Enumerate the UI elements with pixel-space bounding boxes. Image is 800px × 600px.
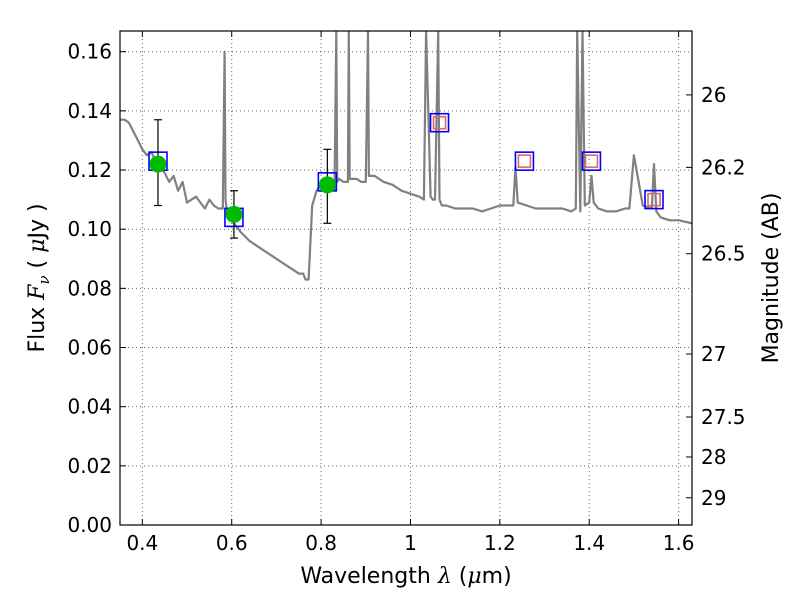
x-axis-label: Wavelength λ (μm) (300, 564, 511, 589)
x-tick-label: 0.8 (305, 531, 337, 555)
x-tick-label: 0.4 (126, 531, 158, 555)
observed-photometry-point (149, 155, 167, 173)
model-inner-square (432, 115, 447, 130)
series-layer (120, 31, 692, 281)
model-photometry-box (581, 151, 602, 171)
model-photometry-box (644, 189, 664, 210)
x-tick-label: 1.4 (573, 531, 605, 555)
y2-tick-label: 27.5 (701, 405, 746, 429)
observed-photometry-point (225, 205, 243, 223)
y-tick-label: 0.04 (67, 395, 112, 419)
x-tick-label: 1 (404, 531, 417, 555)
x-tick-label: 0.6 (216, 531, 248, 555)
y-tick-label: 0.06 (67, 336, 112, 360)
plot-frame (119, 30, 693, 526)
y2-tick-label: 28 (701, 445, 726, 469)
y2-axis-label: Magnitude (AB) (759, 193, 784, 364)
y2-tick-label: 29 (701, 486, 726, 510)
y2-tick-label: 26.5 (701, 242, 746, 266)
model-inner-square (517, 154, 532, 168)
x-tick-label: 1.2 (484, 531, 516, 555)
y-tick-label: 0.14 (67, 99, 112, 123)
y2-tick-label: 26 (701, 83, 726, 107)
observed-photometry-point (318, 176, 336, 194)
y-tick-label: 0.02 (67, 454, 112, 478)
y-tick-label: 0.08 (67, 276, 112, 300)
model-inner-square (647, 192, 661, 207)
y2-tick-label: 26.2 (701, 155, 746, 179)
y-tick-label: 0.16 (67, 40, 112, 64)
model-inner-square (584, 154, 599, 168)
ticks: 0.4 0.6 0.8 1 1.2 1.4 1.6 0.00 0.02 0.04 0.06 0.08 0… (67, 31, 746, 555)
model-photometry-box (429, 112, 450, 133)
model-photometry-box (514, 151, 535, 171)
template-spectrum-line (120, 31, 692, 281)
y-tick-label: 0.00 (67, 513, 112, 537)
y2-tick-label: 27 (701, 342, 726, 366)
x-tick-label: 1.6 (663, 531, 695, 555)
y-tick-label: 0.12 (67, 158, 112, 182)
y-tick-label: 0.10 (67, 217, 112, 241)
